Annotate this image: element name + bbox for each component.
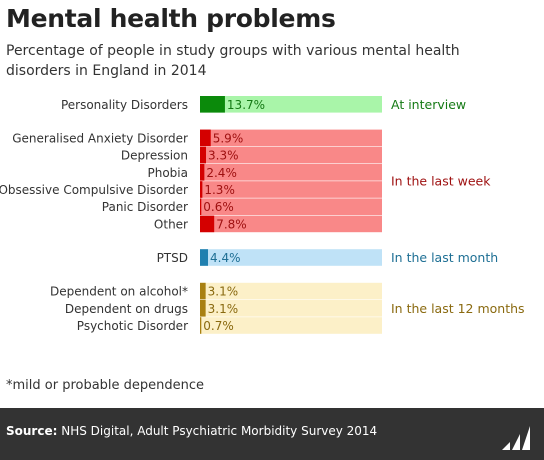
chart-subtitle: Percentage of people in study groups wit… — [6, 43, 460, 79]
bar-background — [200, 249, 382, 266]
bar — [200, 181, 203, 198]
value-label: 3.1% — [208, 302, 239, 316]
chart-title: Mental health problems — [6, 4, 336, 33]
chart-area: Personality Disorders 13.7% At interview Ge… — [0, 96, 525, 334]
value-label: 2.4% — [206, 166, 237, 180]
category-label: Dependent on drugs — [65, 302, 188, 316]
period-label: At interview — [391, 97, 466, 112]
bar-background — [200, 129, 382, 147]
bar — [200, 249, 209, 266]
bar-background — [200, 215, 382, 233]
bar — [200, 96, 225, 113]
value-label: 7.8% — [216, 217, 247, 231]
category-label: Other — [154, 217, 188, 231]
period-label: In the last 12 months — [391, 301, 525, 316]
category-label: Psychotic Disorder — [77, 319, 188, 333]
value-label: 5.9% — [213, 131, 244, 145]
bar — [200, 129, 211, 147]
bar-background — [200, 282, 382, 300]
bar-background — [200, 317, 382, 334]
bar-background — [200, 181, 382, 198]
category-label: Obsessive Compulsive Disorder — [0, 183, 188, 197]
bar — [200, 215, 215, 233]
period-label: In the last month — [391, 250, 498, 265]
value-label: 0.6% — [203, 200, 234, 214]
footnote: *mild or probable dependence — [6, 378, 205, 393]
bar-background — [200, 164, 382, 181]
source-text: NHS Digital, Adult Psychiatric Morbidity… — [61, 424, 378, 438]
bar — [200, 198, 202, 215]
category-label: PTSD — [157, 251, 188, 265]
bar — [200, 282, 206, 300]
category-label: Phobia — [148, 166, 189, 180]
bar-background — [200, 146, 382, 164]
bar — [200, 317, 202, 334]
bar — [200, 164, 205, 181]
value-label: 1.3% — [204, 183, 235, 197]
value-label: 13.7% — [227, 98, 265, 112]
full-fact-logo-icon — [502, 426, 530, 450]
bar — [200, 146, 207, 164]
footer: Source: NHS Digital, Adult Psychiatric M… — [0, 408, 544, 460]
period-label: In the last week — [391, 173, 491, 188]
source-line: Source: NHS Digital, Adult Psychiatric M… — [6, 424, 377, 438]
value-label: 3.3% — [208, 149, 239, 163]
bar — [200, 300, 206, 317]
bar-background — [200, 198, 382, 215]
category-label: Personality Disorders — [61, 98, 188, 112]
value-label: 3.1% — [208, 285, 239, 299]
source-label: Source: — [6, 424, 58, 438]
category-label: Dependent on alcohol* — [50, 285, 188, 299]
bar-background — [200, 300, 382, 317]
category-label: Panic Disorder — [102, 200, 188, 214]
value-label: 0.7% — [203, 319, 234, 333]
category-label: Depression — [121, 149, 188, 163]
value-label: 4.4% — [210, 251, 241, 265]
bar-background — [200, 96, 382, 113]
category-label: Generalised Anxiety Disorder — [12, 131, 188, 145]
